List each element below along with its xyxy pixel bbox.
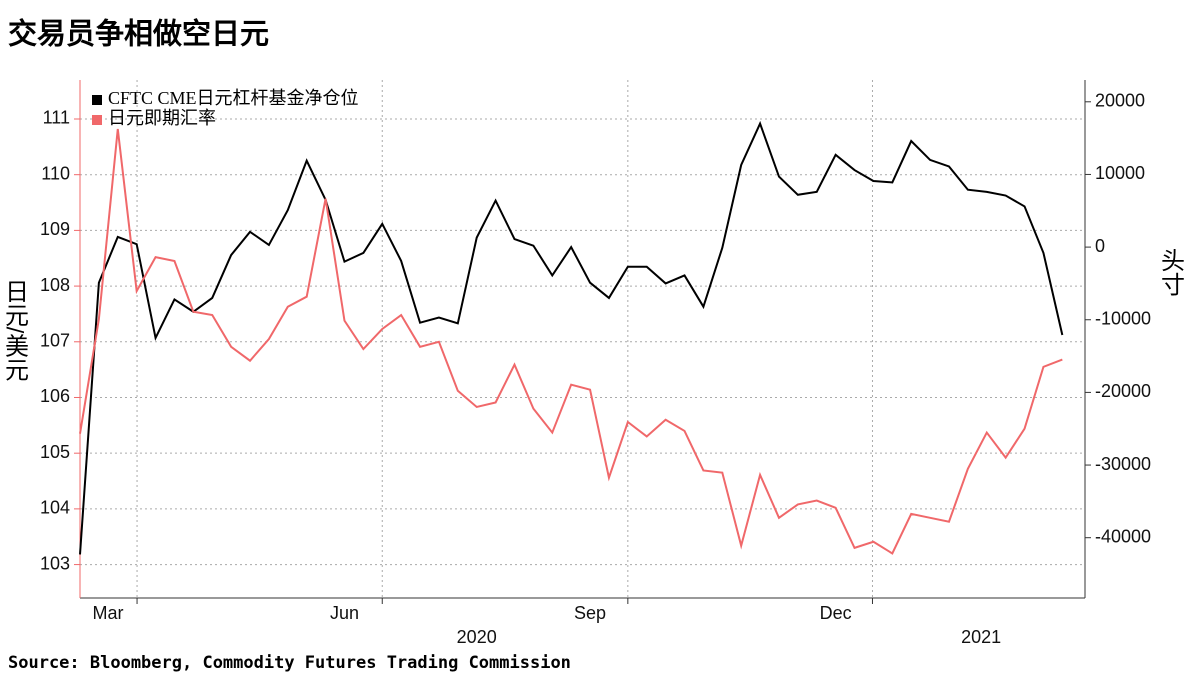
- y-tick-label: 108: [40, 275, 70, 295]
- y-tick-label: 104: [40, 498, 70, 518]
- line-series: [79, 120, 1064, 555]
- year-label: 2021: [961, 627, 1001, 647]
- y2-tick-label: -30000: [1095, 454, 1151, 474]
- year-label: 2020: [457, 627, 497, 647]
- y-tick-label: 107: [40, 331, 70, 351]
- x-tick-label: Sep: [574, 603, 606, 623]
- legend-swatch: [92, 115, 102, 125]
- y2-tick-label: 0: [1095, 236, 1105, 256]
- y-tick-label: 106: [40, 386, 70, 406]
- legend-label: CFTC CME日元杠杆基金净仓位: [108, 88, 359, 108]
- x-tick-label: Mar: [92, 603, 123, 623]
- y2-axis-label: 头寸: [1157, 248, 1184, 296]
- chart-title: 交易员争相做空日元: [8, 17, 269, 51]
- legend-label: 日元即期汇率: [108, 108, 216, 128]
- y2-tick-label: -20000: [1095, 381, 1151, 401]
- y-axis-label: 日元/美元: [1, 279, 29, 382]
- y-tick-label: 105: [40, 442, 70, 462]
- y2-tick-label: -40000: [1095, 526, 1151, 546]
- x-tick-label: Jun: [330, 603, 359, 623]
- y-tick-label: 110: [41, 163, 70, 183]
- legend-swatch: [92, 95, 102, 105]
- y-tick-label: 103: [40, 553, 70, 573]
- source: Source: Bloomberg, Commodity Futures Tra…: [8, 653, 571, 673]
- y-tick-label: 111: [43, 108, 70, 128]
- y2-tick-label: 20000: [1095, 91, 1145, 111]
- y-tick-label: 109: [40, 219, 70, 239]
- line-series: [79, 128, 1063, 555]
- y2-tick-label: 10000: [1095, 163, 1145, 183]
- x-tick-label: Dec: [820, 603, 852, 623]
- y2-tick-label: -10000: [1095, 308, 1151, 328]
